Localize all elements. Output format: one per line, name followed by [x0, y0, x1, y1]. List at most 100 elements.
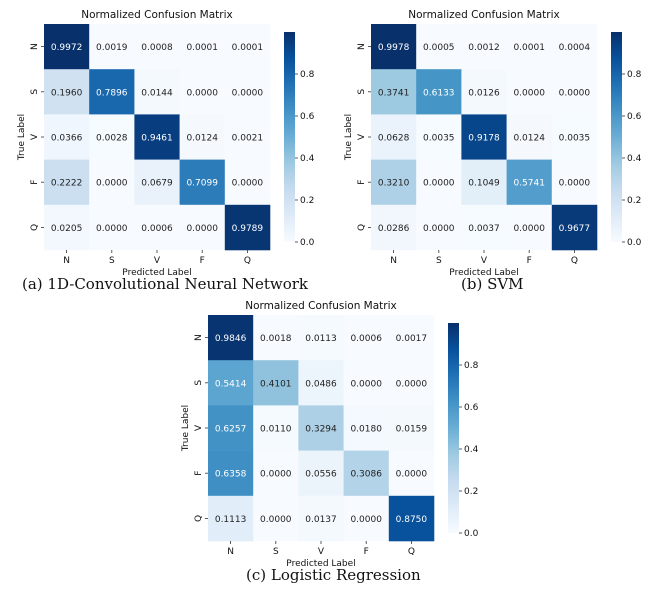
heatmap-cell: [224, 24, 271, 70]
heatmap-cell: [371, 159, 417, 206]
cell-value-label: 0.0113: [305, 334, 337, 344]
cell-value-label: 0.1049: [468, 179, 500, 189]
cell-value-label: 0.7099: [186, 179, 218, 189]
cell-value-label: 0.0017: [396, 334, 428, 344]
heatmap-cell: [134, 204, 180, 251]
heatmap-cell: [134, 159, 180, 206]
heatmap-cell: [89, 69, 135, 115]
cell-value-label: 0.0000: [96, 224, 128, 234]
cell-value-label: 0.2222: [51, 179, 83, 189]
heatmap-cell: [208, 360, 254, 406]
y-tick-label: N: [194, 334, 204, 341]
colorbar: [611, 32, 622, 242]
heatmap-cell: [551, 204, 598, 251]
cell-value-label: 0.0000: [350, 379, 382, 389]
cell-value-label: 0.0486: [305, 379, 337, 389]
heatmap-cell: [506, 114, 553, 160]
y-axis-label: True Label: [181, 405, 191, 452]
cell-value-label: 0.0124: [513, 134, 545, 144]
y-tick-label: Q: [30, 224, 40, 231]
cell-value-label: 0.0000: [260, 470, 292, 480]
heatmap-cell: [179, 114, 226, 160]
cell-value-label: 0.0000: [186, 88, 218, 98]
colorbar-tick-label: 0.2: [464, 487, 478, 497]
x-tick-label: N: [227, 547, 234, 557]
heatmap-cell: [506, 24, 553, 70]
cell-value-label: 0.0205: [51, 224, 83, 234]
x-tick-label: N: [390, 256, 397, 266]
x-tick-label: F: [527, 256, 532, 266]
cell-value-label: 0.9978: [378, 43, 410, 53]
colorbar: [448, 323, 459, 533]
colorbar-tick-label: 0.0: [464, 529, 479, 539]
heatmap-cnn: Normalized Confusion Matrix 0.9972 0.0019 0…: [17, 9, 315, 278]
heatmap-cell: [298, 405, 344, 451]
y-tick-label: V: [357, 133, 367, 140]
cell-value-label: 0.6358: [215, 470, 247, 480]
x-tick-label: S: [109, 256, 115, 266]
x-tick-label: V: [318, 547, 325, 557]
cell-value-label: 0.9677: [559, 224, 591, 234]
heatmap-cell: [253, 450, 299, 497]
heatmap-cell: [416, 159, 462, 206]
heatmap-cell: [89, 24, 135, 70]
y-tick-label: F: [30, 180, 40, 185]
cell-value-label: 0.0137: [305, 515, 337, 525]
heatmap-cell: [179, 24, 226, 70]
colorbar-tick-label: 0.2: [300, 196, 314, 206]
cell-value-label: 0.0000: [260, 515, 292, 525]
heatmap-svm: Normalized Confusion Matrix 0.9978 0.0005 0…: [344, 9, 642, 278]
colorbar-tick-label: 0.6: [627, 112, 642, 122]
heatmap-cell: [343, 360, 390, 406]
cell-value-label: 0.0000: [96, 179, 128, 189]
colorbar-tick-label: 0.0: [300, 238, 315, 248]
y-axis-label: True Label: [344, 114, 354, 161]
heatmap-cell: [224, 159, 271, 206]
cell-value-label: 0.0000: [423, 224, 455, 234]
x-tick-label: S: [436, 256, 442, 266]
chart-title: Normalized Confusion Matrix: [245, 300, 397, 312]
heatmap-cell: [224, 204, 271, 251]
heatmap-cell: [371, 114, 417, 160]
cell-value-label: 0.6257: [215, 425, 247, 435]
heatmap-cell: [253, 360, 299, 406]
colorbar-tick-label: 0.8: [627, 70, 642, 80]
cell-value-label: 0.4101: [260, 379, 292, 389]
cell-value-label: 0.0001: [232, 43, 264, 53]
x-tick-label: Q: [244, 256, 251, 266]
heatmap-cell: [253, 495, 299, 542]
heatmap-cell: [298, 360, 344, 406]
cell-value-label: 0.0286: [378, 224, 410, 234]
heatmap-cell: [416, 204, 462, 251]
heatmap-cell: [44, 204, 90, 251]
colorbar-tick-label: 0.6: [464, 403, 479, 413]
cell-value-label: 0.0000: [513, 88, 545, 98]
heatmap-cell: [416, 24, 462, 70]
heatmap-cell: [371, 204, 417, 251]
heatmap-cell: [388, 315, 435, 361]
heatmap-cell: [44, 24, 90, 70]
colorbar-tick-label: 0.6: [300, 112, 315, 122]
x-tick-label: Q: [571, 256, 578, 266]
heatmap-cell: [208, 315, 254, 361]
cell-value-label: 0.0180: [350, 425, 382, 435]
cell-value-label: 0.1113: [215, 515, 247, 525]
cell-value-label: 0.3741: [378, 88, 410, 98]
cell-value-label: 0.0679: [141, 179, 173, 189]
cell-value-label: 0.0110: [260, 425, 292, 435]
cell-value-label: 0.3086: [350, 470, 382, 480]
heatmap-cell: [134, 114, 180, 160]
cell-value-label: 0.0000: [396, 379, 428, 389]
cell-value-label: 0.9846: [215, 334, 247, 344]
heatmap-cell: [461, 159, 507, 206]
colorbar-tick-label: 0.4: [464, 445, 479, 455]
cell-value-label: 0.0012: [468, 43, 500, 53]
caption-svm: (b) SVM: [461, 275, 524, 293]
cell-value-label: 0.0001: [186, 43, 218, 53]
y-tick-label: V: [194, 424, 204, 431]
colorbar-tick-label: 0.8: [300, 70, 315, 80]
cell-value-label: 0.0000: [232, 179, 264, 189]
cell-value-label: 0.0008: [141, 43, 173, 53]
heatmap-cell: [343, 315, 390, 361]
